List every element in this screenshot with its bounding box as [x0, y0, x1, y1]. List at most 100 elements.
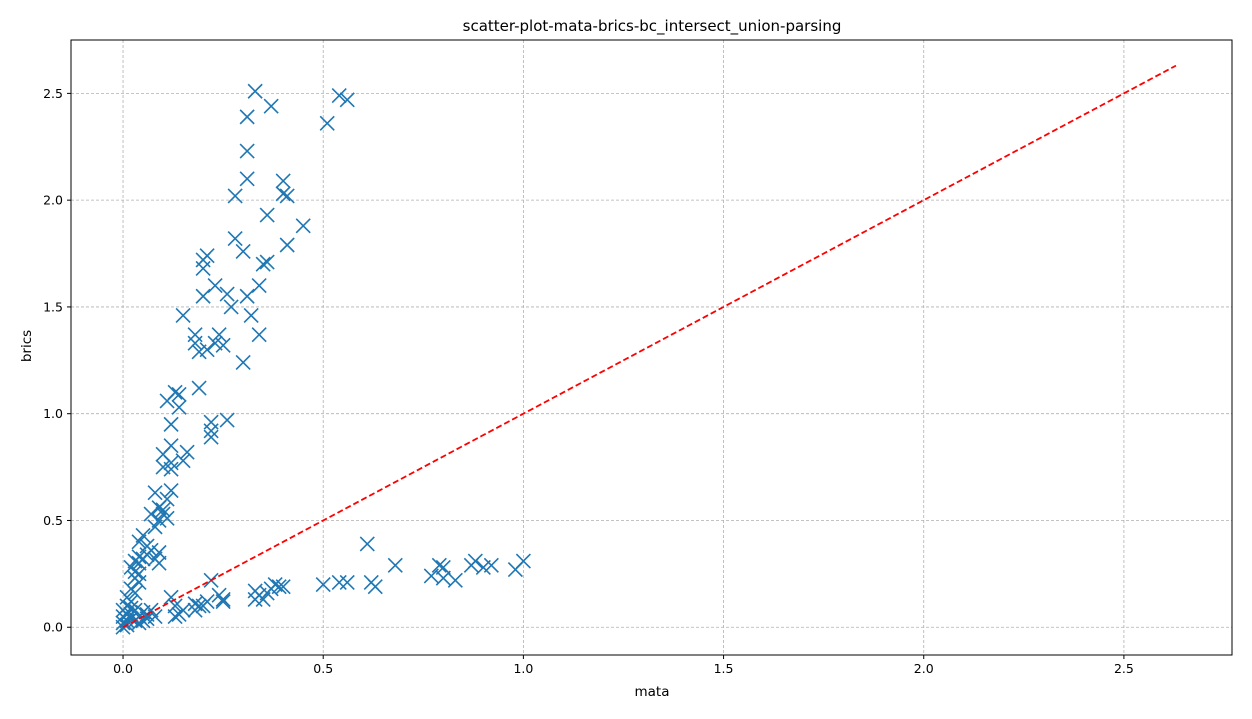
data-point — [155, 502, 171, 518]
data-point — [135, 613, 151, 629]
x-tick-label: 1.5 — [714, 661, 734, 676]
data-point — [175, 602, 191, 618]
data-point — [219, 412, 235, 428]
data-point — [223, 299, 239, 315]
data-point — [251, 278, 267, 294]
data-point — [131, 555, 147, 571]
data-point — [263, 98, 279, 114]
data-point — [339, 92, 355, 108]
data-point — [275, 579, 291, 595]
x-axis-ticks: 0.0 0.5 1.0 1.5 2.0 2.5 — [113, 655, 1134, 676]
data-point — [247, 591, 263, 608]
data-point — [191, 598, 207, 614]
data-point — [331, 574, 347, 590]
y-tick-label: 0.0 — [43, 620, 63, 635]
data-point — [315, 576, 331, 593]
x-tick-label: 0.0 — [113, 661, 133, 676]
reference-line-group — [122, 64, 1177, 629]
data-point — [515, 553, 531, 569]
data-point — [147, 485, 163, 501]
data-point — [143, 506, 159, 522]
data-point — [175, 307, 191, 324]
chart-title: scatter-plot-mata-brics-bc_intersect_uni… — [463, 17, 842, 36]
data-point — [131, 534, 147, 550]
y-tick-label: 1.0 — [43, 406, 63, 421]
data-point — [435, 559, 451, 576]
data-point — [239, 143, 255, 159]
data-point — [259, 254, 275, 270]
data-point — [339, 574, 355, 590]
data-point — [275, 186, 291, 202]
data-point — [219, 286, 235, 302]
data-point — [275, 173, 291, 189]
x-tick-label: 2.0 — [914, 661, 934, 676]
data-point — [163, 589, 179, 605]
data-point — [127, 564, 143, 580]
data-point — [483, 557, 499, 573]
x-tick-label: 1.0 — [513, 661, 533, 676]
data-point — [139, 611, 155, 627]
data-point — [167, 608, 183, 625]
plot-frame — [70, 39, 1233, 656]
data-point — [423, 568, 439, 584]
data-point — [227, 231, 243, 247]
data-point — [163, 483, 179, 499]
data-point — [159, 393, 175, 409]
data-point — [359, 536, 375, 552]
x-axis-label: mata — [635, 684, 670, 700]
data-point — [163, 455, 179, 471]
data-point — [151, 555, 167, 571]
data-point — [235, 243, 251, 259]
data-point — [387, 557, 403, 573]
data-point — [227, 188, 243, 204]
data-point — [207, 278, 223, 294]
data-point — [211, 327, 227, 343]
x-tick-label: 0.5 — [313, 661, 333, 676]
y-axis-label: brics — [19, 330, 35, 362]
data-point — [195, 288, 211, 304]
data-point — [271, 579, 287, 595]
data-point — [251, 327, 267, 343]
data-point — [279, 188, 295, 204]
data-point — [143, 602, 159, 618]
data-point — [215, 591, 231, 608]
data-point — [331, 87, 347, 104]
y-tick-label: 0.5 — [43, 513, 63, 528]
data-point — [175, 453, 191, 469]
data-point — [239, 109, 255, 125]
data-point — [247, 83, 263, 99]
data-point — [171, 386, 187, 403]
data-point — [435, 570, 451, 586]
y-tick-label: 2.0 — [43, 193, 63, 208]
grid — [71, 40, 1232, 655]
data-point — [199, 594, 215, 610]
data-point — [235, 354, 251, 371]
data-point — [467, 553, 483, 569]
data-point — [191, 380, 207, 396]
data-point — [187, 335, 203, 351]
data-point — [447, 572, 463, 588]
data-point — [203, 429, 219, 445]
data-point — [147, 519, 163, 535]
data-point — [239, 171, 255, 187]
data-point — [203, 423, 219, 439]
data-point — [279, 237, 295, 253]
data-point — [163, 416, 179, 432]
data-points — [115, 83, 531, 635]
data-point — [319, 115, 335, 131]
data-point — [115, 619, 131, 635]
data-point — [239, 288, 255, 304]
data-point — [367, 579, 383, 595]
data-point — [259, 207, 275, 223]
y-tick-label: 1.5 — [43, 299, 63, 314]
data-point — [171, 399, 187, 415]
data-point — [163, 461, 179, 477]
data-point — [131, 615, 147, 631]
y-axis-ticks: 0.0 0.5 1.0 1.5 2.0 2.5 — [43, 86, 71, 635]
x-tick-label: 2.5 — [1114, 661, 1134, 676]
data-point — [195, 260, 211, 277]
data-point — [127, 585, 143, 601]
data-point — [131, 574, 147, 590]
data-point — [243, 307, 259, 324]
data-point — [215, 337, 231, 353]
